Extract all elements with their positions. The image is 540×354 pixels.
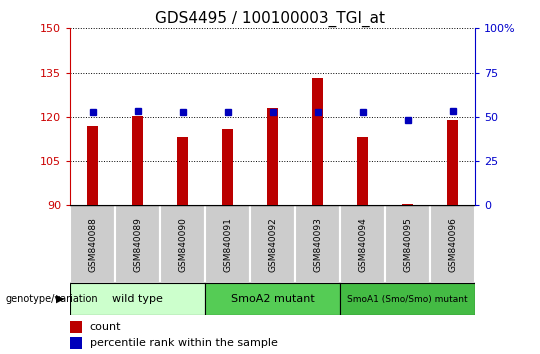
Bar — [357, 137, 368, 205]
Bar — [115, 205, 160, 283]
Bar — [447, 120, 458, 205]
Bar — [250, 205, 295, 283]
Bar — [222, 129, 233, 205]
Bar — [70, 283, 205, 315]
Text: wild type: wild type — [112, 294, 163, 304]
Bar — [312, 79, 323, 205]
Text: ▶: ▶ — [56, 294, 65, 304]
Bar — [132, 116, 143, 205]
Text: count: count — [90, 322, 121, 332]
Bar — [70, 337, 83, 349]
Text: GDS4495 / 100100003_TGI_at: GDS4495 / 100100003_TGI_at — [155, 11, 385, 27]
Bar — [385, 205, 430, 283]
Bar — [430, 205, 475, 283]
Text: GSM840094: GSM840094 — [358, 217, 367, 272]
Bar — [295, 205, 340, 283]
Bar — [205, 205, 250, 283]
Bar — [160, 205, 205, 283]
Text: genotype/variation: genotype/variation — [5, 294, 98, 304]
Bar — [87, 126, 98, 205]
Text: GSM840090: GSM840090 — [178, 217, 187, 272]
Text: GSM840096: GSM840096 — [448, 217, 457, 272]
Text: percentile rank within the sample: percentile rank within the sample — [90, 338, 278, 348]
Text: GSM840088: GSM840088 — [88, 217, 97, 272]
Bar — [70, 205, 115, 283]
Bar — [205, 283, 340, 315]
Text: SmoA2 mutant: SmoA2 mutant — [231, 294, 315, 304]
Text: GSM840092: GSM840092 — [268, 217, 277, 272]
Bar — [267, 108, 278, 205]
Text: GSM840093: GSM840093 — [313, 217, 322, 272]
Text: GSM840089: GSM840089 — [133, 217, 142, 272]
Bar — [340, 283, 475, 315]
Bar — [70, 321, 83, 333]
Text: GSM840091: GSM840091 — [223, 217, 232, 272]
Text: GSM840095: GSM840095 — [403, 217, 412, 272]
Bar — [340, 205, 385, 283]
Text: SmoA1 (Smo/Smo) mutant: SmoA1 (Smo/Smo) mutant — [347, 295, 468, 304]
Bar — [177, 137, 188, 205]
Bar — [402, 204, 413, 205]
